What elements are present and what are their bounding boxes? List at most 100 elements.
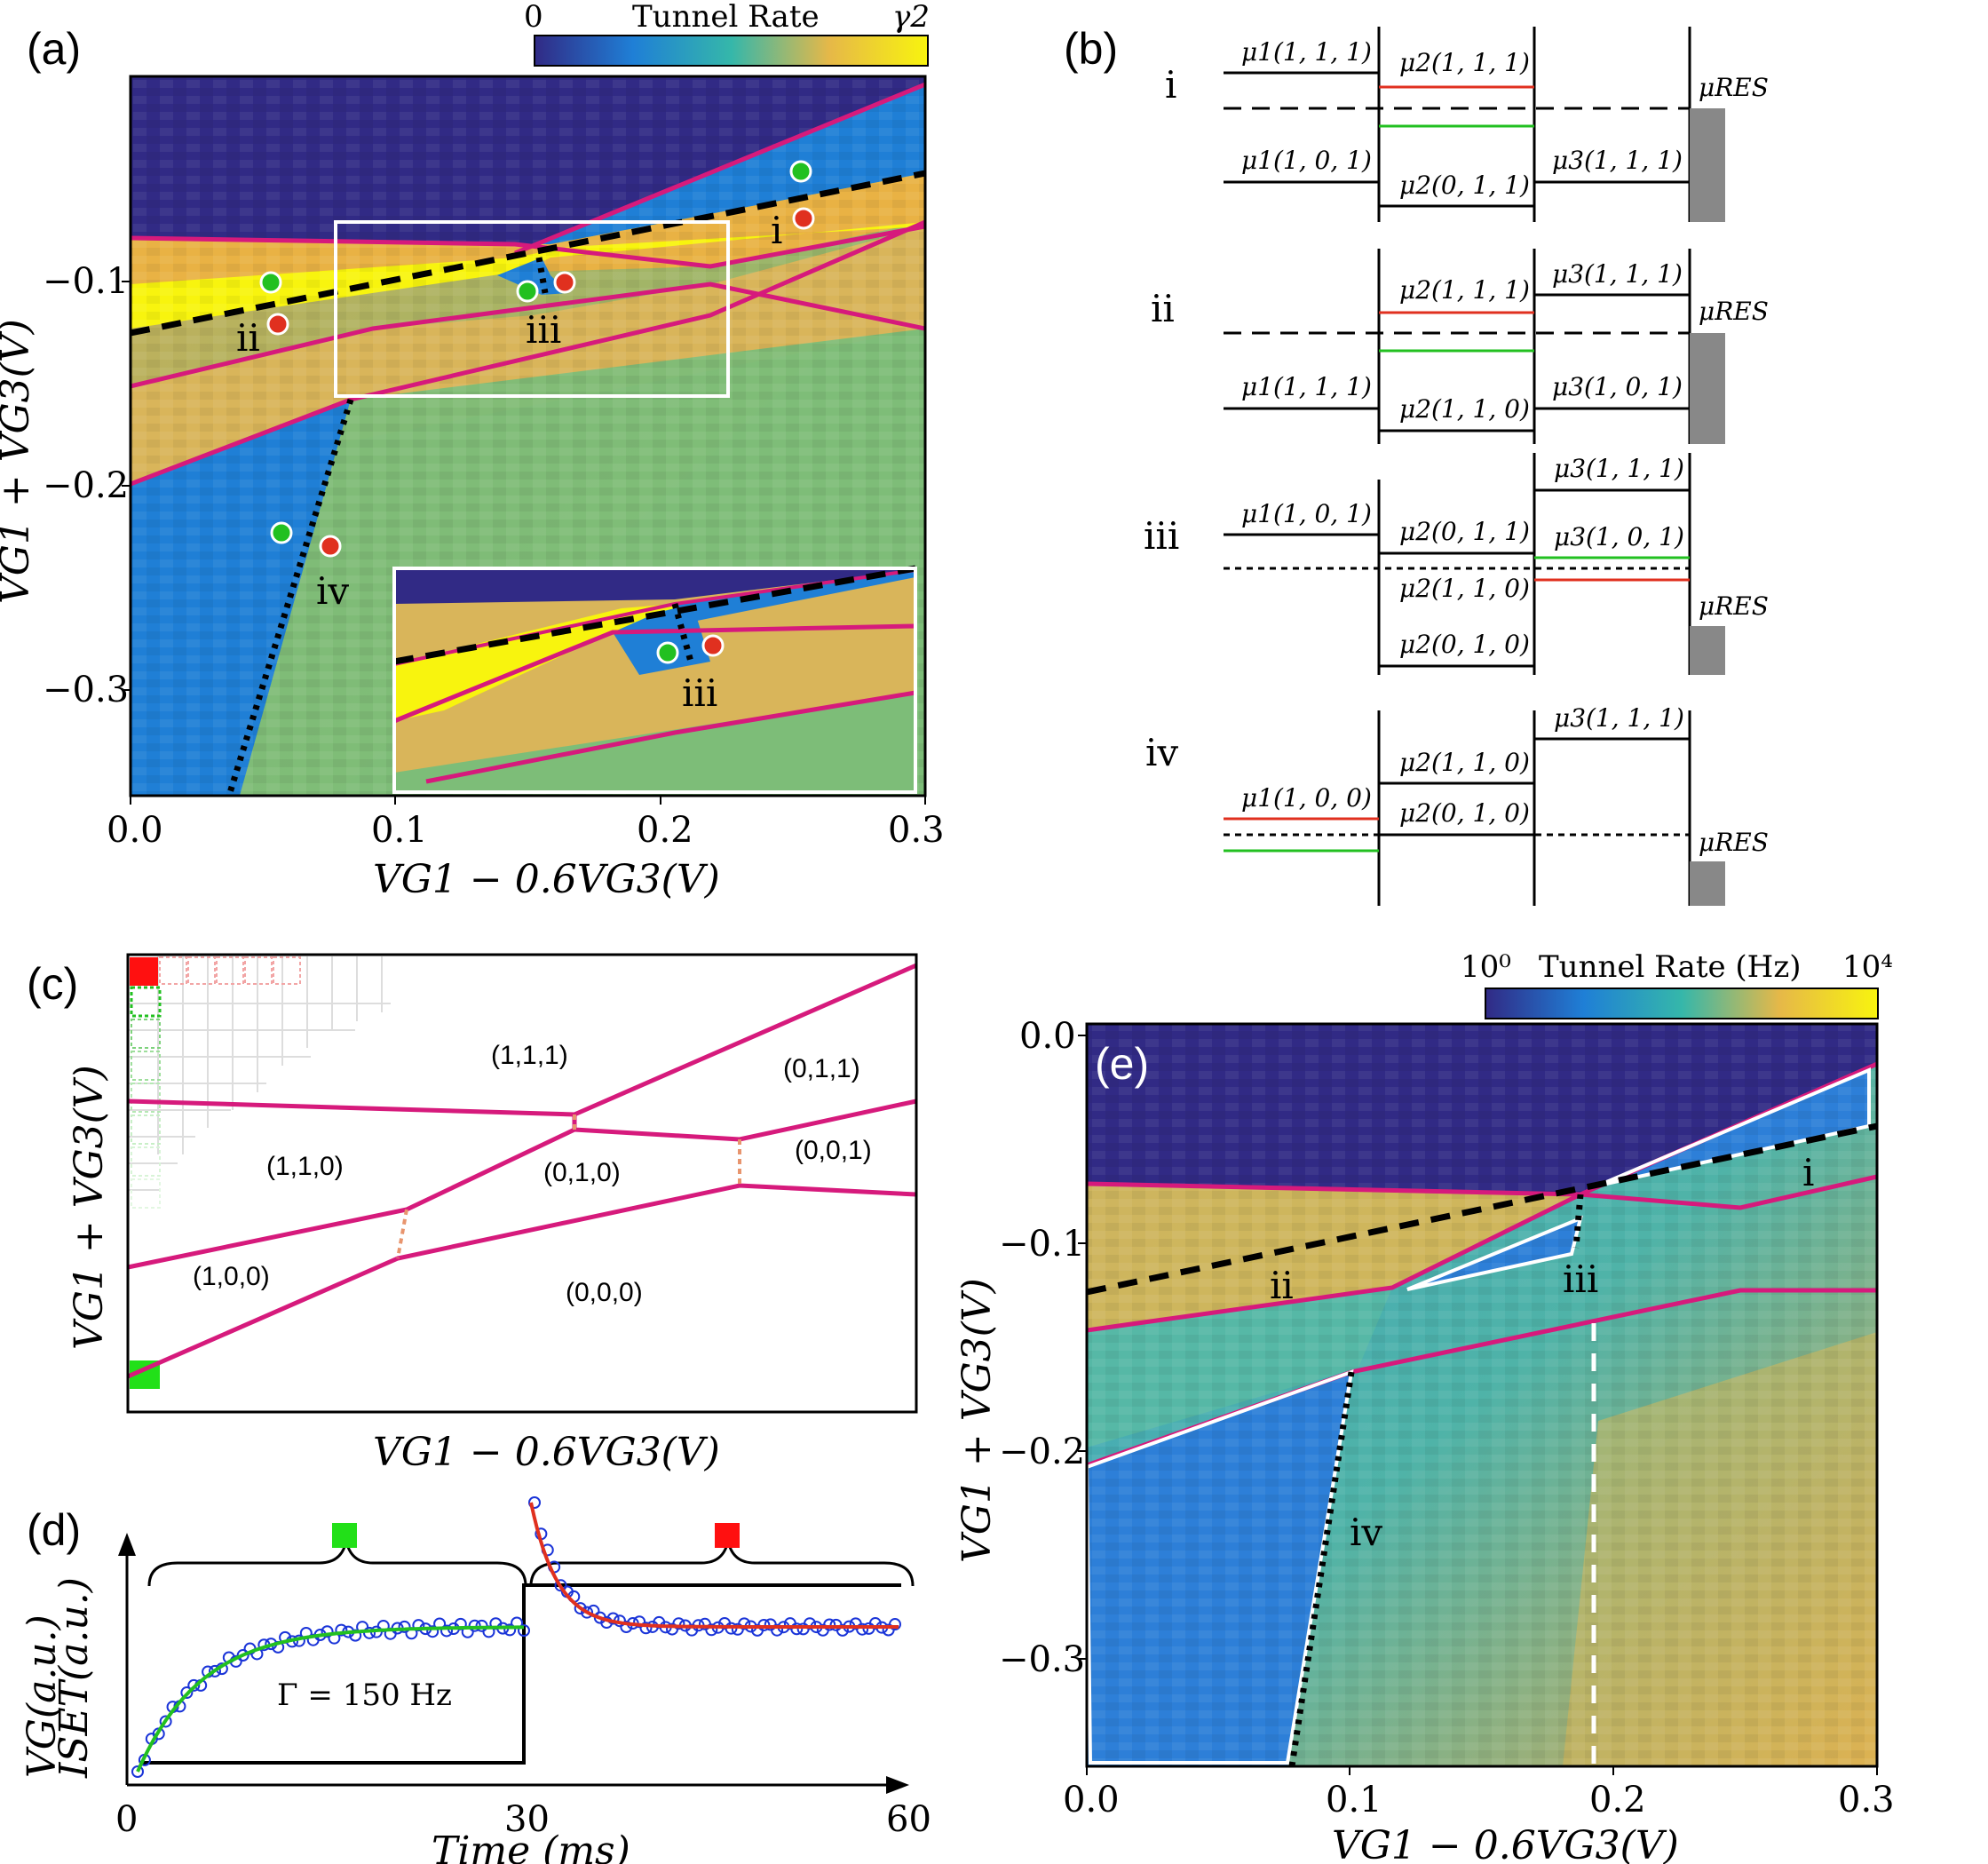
dot-iii-green [516,280,539,303]
b-iv-mu1-100: μ1(1, 0, 0) [1241,783,1372,813]
d-trace-point [159,1715,172,1728]
b-iv-mures: μRES [1699,828,1769,857]
dot-ii-green [259,271,282,294]
d-green-square [332,1523,357,1548]
d-trace-point [790,1622,804,1636]
d-trace-point [581,1606,594,1619]
e-xtick-0: 0.0 [1063,1780,1120,1820]
d-trace-point [321,1625,334,1638]
a-ytick-0: −0.1 [43,261,129,302]
a-ytick-2: −0.3 [43,670,129,710]
d-trace-point [889,1618,901,1631]
panel-a-axes: 0.0 0.1 0.2 0.3 −0.1 −0.2 −0.3 VG1 − 0.6… [0,261,945,902]
e-ytick-0: 0.0 [1019,1016,1076,1057]
c-xlabel: VG1 − 0.6VG3(V) [373,1430,720,1475]
d-trace-point [528,1496,541,1509]
d-trace-point [771,1623,784,1637]
c-state-111: (1,1,1) [491,1041,568,1070]
label-a-iv: iv [316,569,349,613]
d-trace-point [236,1649,249,1662]
d-trace-point [757,1618,771,1631]
panel-c-transitions [396,1114,741,1259]
b-i-mu1-101: μ1(1, 0, 1) [1241,146,1372,175]
panel-a-heatmap: iii i ii iii iv [131,76,925,796]
cbar-e-max: 10⁴ [1842,949,1893,985]
d-trace-point [574,1602,587,1615]
b-row-i: i [1165,63,1176,107]
d-trace-point [426,1625,440,1638]
cbar-a-max: γ2 [892,0,930,35]
dot-ii-red [266,313,289,336]
panel-e-heatmap: (e) i ii iii iv [1087,1024,1877,1766]
d-trace-point [554,1579,567,1592]
e-xtick-2: 0.2 [1589,1780,1646,1820]
e-ytick-1: −0.1 [999,1224,1085,1265]
b-i-mu2-011: μ2(0, 1, 1) [1399,171,1530,200]
panel-a-frame [129,75,927,797]
b-i-mu1-111: μ1(1, 1, 1) [1241,37,1372,67]
b-row-ii: ii [1151,287,1175,330]
a-ylabel: VG1 + VG3(V) [0,319,38,604]
a-xtick-2: 0.2 [637,810,693,851]
panel-a-colorbar: 0 Tunnel Rate γ2 [524,0,930,67]
a-xtick-0: 0.0 [107,810,163,851]
d-ylabel-vg: VG(a.u.) [20,1614,65,1778]
b-ii-mures: μRES [1699,297,1769,326]
reservoir-iii [1690,626,1725,675]
panel-a-label: (a) [27,24,81,74]
d-trace-point [738,1617,751,1630]
e-xtick-3: 0.3 [1838,1780,1895,1820]
panel-c-frame [126,953,918,1414]
label-e-iii: iii [1563,1257,1598,1301]
b-iii-mu2-110: μ2(1, 1, 0) [1399,574,1530,603]
d-trace-point [823,1618,836,1631]
panel-a-inset: iii [392,565,917,794]
cbar-e-min: 10⁰ [1461,949,1511,985]
d-trace-point [620,1621,633,1634]
e-ytick-2: −0.2 [999,1432,1085,1472]
panel-e-label: (e) [1095,1039,1149,1089]
d-trace-point [804,1617,817,1630]
b-ii-mu1-111: μ1(1, 1, 1) [1241,372,1372,401]
label-a-i: i [771,209,782,252]
b-iii-mu3-111: μ3(1, 1, 1) [1554,454,1684,483]
d-xtick-60: 60 [886,1799,931,1840]
c-state-000: (0,0,0) [566,1278,643,1307]
label-a-ii: ii [236,316,260,360]
a-ytick-1: −0.2 [43,465,129,506]
panel-d-label: (d) [27,1505,81,1555]
inset-green-dot [656,641,679,664]
d-xlabel: Time (ms) [432,1828,630,1864]
b-iii-mu3-101: μ3(1, 0, 1) [1554,522,1684,551]
cbar-a-min: 0 [524,0,543,35]
b-iii-mu2-010: μ2(0, 1, 0) [1399,630,1530,659]
panel-c-label: (c) [27,959,78,1009]
b-row-iv: iv [1145,731,1178,774]
b-iv-mu3-111: μ3(1, 1, 1) [1554,703,1684,733]
b-i-mures: μRES [1699,73,1769,102]
b-i-mu2-111: μ2(1, 1, 1) [1399,48,1530,77]
b-ii-mu3-111: μ3(1, 1, 1) [1552,259,1683,289]
d-ylabel-iset: ISET(a.u.) [51,1577,97,1779]
c-state-100: (1,0,0) [193,1262,270,1291]
d-trace-point [180,1686,194,1700]
panel-d-braces [147,1540,915,1587]
c-state-110: (1,1,0) [266,1152,344,1181]
d-trace-point [335,1623,348,1637]
b-ii-mu2-111: μ2(1, 1, 1) [1399,275,1530,305]
reservoir-i [1690,108,1725,222]
panel-b-label: (b) [1064,24,1118,74]
b-row-iii: iii [1144,514,1179,558]
label-e-i: i [1802,1151,1814,1194]
d-trace-point [131,1765,144,1778]
e-ylabel: VG1 + VG3(V) [954,1278,1000,1563]
d-trace-point [639,1622,653,1635]
d-trace-point [412,1619,425,1632]
panel-e-frame [1085,1022,1879,1768]
panel-b-labels: i μ1(1, 1, 1) μ2(1, 1, 1) μ1(1, 0, 1) μ2… [1144,37,1769,857]
dot-iii-red [553,271,576,294]
cbar-a-title: Tunnel Rate [632,0,820,35]
panel-b-reservoirs [1690,108,1725,906]
dot-iv-red [319,535,342,558]
